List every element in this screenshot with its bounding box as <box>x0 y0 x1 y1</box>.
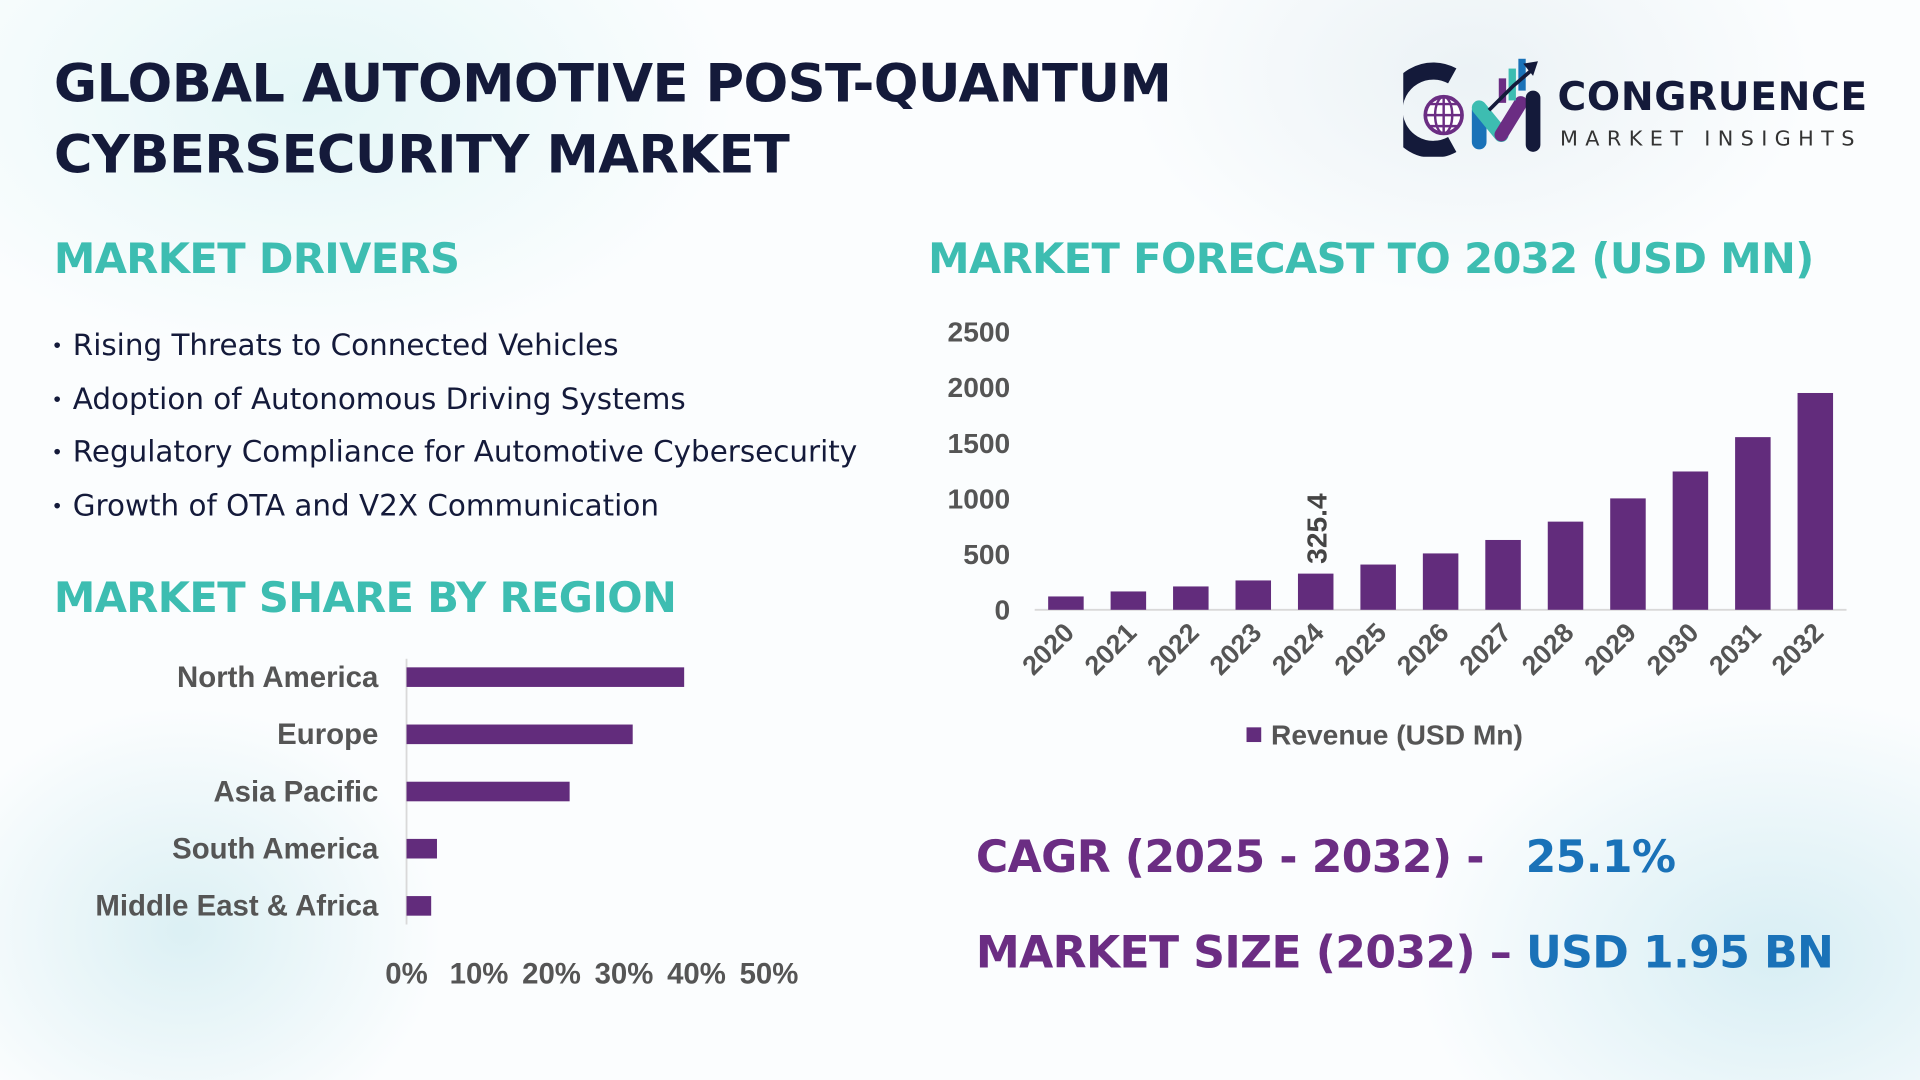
x-tick-label: 2025 <box>1329 617 1393 681</box>
bar-2021 <box>1110 591 1147 610</box>
category-label: Asia Pacific <box>213 775 378 808</box>
cagr-label: CAGR (2025 - 2032) - <box>975 832 1485 883</box>
logo-name: CONGRUENCE <box>1557 73 1868 121</box>
market-size-label: MARKET SIZE (2032) – <box>975 928 1512 979</box>
bar-2024 <box>1297 573 1334 610</box>
x-tick-label: 2031 <box>1703 617 1767 681</box>
bar-2026 <box>1422 553 1459 610</box>
logo <box>1385 54 1547 158</box>
market-size-stat: MARKET SIZE (2032) – USD 1.95 BN <box>975 928 1834 979</box>
x-tick-label: 2022 <box>1141 617 1205 681</box>
x-tick-label: 30% <box>595 957 654 990</box>
market-size-value: USD 1.95 BN <box>1525 928 1834 979</box>
y-tick-label: 1500 <box>948 428 1011 459</box>
bar-2025 <box>1360 564 1396 610</box>
driver-item: • Adoption of Autonomous Driving Systems <box>51 381 686 416</box>
driver-item: • Growth of OTA and V2X Communication <box>51 488 659 523</box>
x-tick-label: 0% <box>385 957 427 990</box>
category-label: Europe <box>277 718 378 751</box>
category-label: North America <box>177 661 379 694</box>
driver-item: • Rising Threats to Connected Vehicles <box>51 328 619 363</box>
x-tick-label: 2023 <box>1204 617 1268 681</box>
data-label: 325.4 <box>1302 493 1333 564</box>
x-tick-label: 2024 <box>1266 617 1330 681</box>
bar-2022 <box>1173 586 1209 610</box>
bar-2027 <box>1485 539 1521 610</box>
x-tick-label: 2032 <box>1766 617 1830 681</box>
logo-tagline: MARKET INSIGHTS <box>1560 127 1862 152</box>
y-tick-label: 2500 <box>948 317 1011 348</box>
legend-label: Revenue (USD Mn) <box>1271 719 1523 750</box>
forecast-heading: MARKET FORECAST TO 2032 (USD MN) <box>928 235 1814 285</box>
cagr-value: 25.1% <box>1525 832 1676 883</box>
drivers-heading: MARKET DRIVERS <box>53 235 460 285</box>
x-tick-label: 50% <box>740 957 799 990</box>
y-tick-label: 500 <box>963 539 1010 570</box>
bar-2023 <box>1235 580 1272 610</box>
bar-2031 <box>1735 437 1771 610</box>
x-tick-label: 2028 <box>1516 617 1580 681</box>
x-tick-label: 20% <box>522 957 581 990</box>
legend-swatch <box>1246 727 1262 743</box>
bar-2028 <box>1547 521 1584 610</box>
x-tick-label: 2030 <box>1641 617 1705 681</box>
x-tick-label: 2021 <box>1079 617 1143 681</box>
cagr-stat: CAGR (2025 - 2032) - 25.1% <box>976 833 1676 883</box>
y-tick-label: 2000 <box>948 372 1011 403</box>
x-tick-label: 40% <box>667 957 726 990</box>
x-tick-label: 2026 <box>1391 617 1455 681</box>
bar-north-america <box>406 667 685 687</box>
bar-2029 <box>1610 498 1646 610</box>
region-heading: MARKET SHARE BY REGION <box>53 574 677 624</box>
x-tick-label: 2027 <box>1454 617 1518 681</box>
logo-mark-icon <box>1385 58 1541 158</box>
y-tick-label: 1000 <box>948 483 1011 514</box>
forecast-chart: 0 500 1000 1500 2000 2500 20202021202220232024… <box>948 317 1847 750</box>
bar-europe <box>406 724 633 745</box>
x-tick-label: 10% <box>450 957 509 990</box>
y-tick-label: 0 <box>995 595 1011 626</box>
region-share-chart: North America Europe Asia Pacific South Ame… <box>95 658 799 990</box>
x-tick-label: 2020 <box>1016 617 1080 681</box>
bar-south-america <box>406 838 437 859</box>
x-tick-label: 2029 <box>1578 617 1642 681</box>
drivers-list: • Rising Threats to Connected Vehicles • A… <box>51 321 857 535</box>
page-title: GLOBAL AUTOMOTIVE POST-QUANTUM CYBERSECU… <box>53 53 1172 187</box>
bar-2030 <box>1672 471 1709 610</box>
category-label: South America <box>172 832 379 865</box>
bar-2020 <box>1048 596 1084 610</box>
category-label: Middle East & Africa <box>95 890 379 923</box>
bar-asia-pacific <box>406 781 570 802</box>
driver-item: • Regulatory Compliance for Automotive Cy… <box>51 435 858 470</box>
bar-2032 <box>1797 392 1834 610</box>
bar-middle-east-africa <box>406 896 432 916</box>
